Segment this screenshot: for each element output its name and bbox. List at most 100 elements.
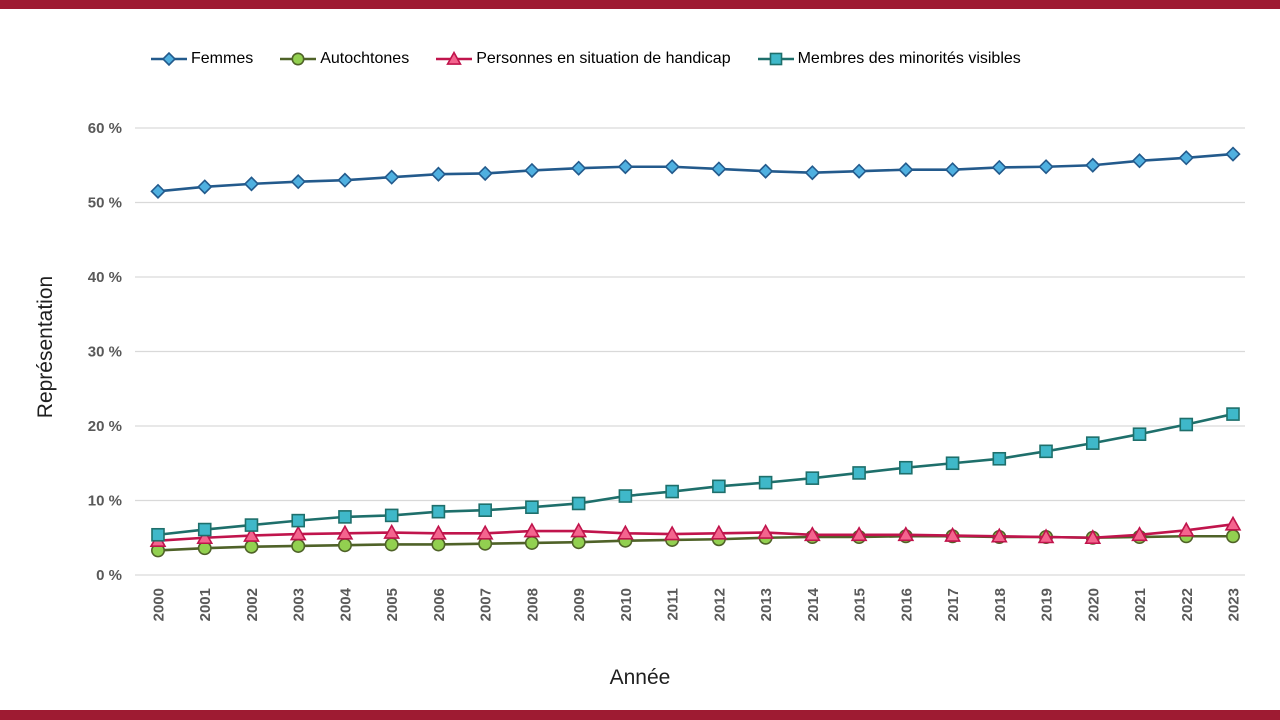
triangle-marker-icon xyxy=(1037,528,1055,544)
square-marker-icon xyxy=(478,503,492,517)
triangle-marker-icon xyxy=(1131,526,1148,542)
x-tick-label: 2014 xyxy=(805,587,822,621)
square-marker-icon xyxy=(712,479,726,494)
chart-legend: Femmes Autochtones Personnes en situation … xyxy=(150,50,1021,68)
y-tick-label: 30 % xyxy=(88,344,122,361)
diamond-marker-icon xyxy=(1131,153,1148,169)
triangle-marker-icon xyxy=(617,524,634,540)
square-marker-icon xyxy=(291,513,306,528)
x-tick-label: 2008 xyxy=(524,588,541,621)
diamond-marker-icon xyxy=(1038,159,1054,175)
triangle-marker-icon xyxy=(289,525,307,541)
triangle-marker-icon xyxy=(196,529,214,545)
circle-marker-icon xyxy=(280,52,317,66)
diamond-marker-icon xyxy=(898,162,914,178)
triangle-marker-icon xyxy=(1177,521,1195,537)
y-tick-label: 20 % xyxy=(88,418,122,435)
square-marker-icon xyxy=(197,522,212,537)
diamond-marker-icon xyxy=(337,172,353,188)
triangle-marker-icon xyxy=(990,527,1008,543)
diamond-marker-icon xyxy=(477,165,493,182)
square-marker-icon xyxy=(1085,436,1100,450)
x-tick-label: 2015 xyxy=(852,588,869,621)
triangle-marker-icon xyxy=(436,51,473,65)
circle-marker-icon xyxy=(524,535,539,550)
triangle-marker-icon xyxy=(476,524,494,540)
square-marker-icon xyxy=(758,475,773,490)
y-axis-title: Représentation xyxy=(34,275,57,419)
x-tick-label: 2006 xyxy=(431,588,448,621)
circle-marker-icon xyxy=(291,538,306,553)
x-tick-label: 2005 xyxy=(384,588,401,621)
triangle-marker-icon xyxy=(1224,515,1242,531)
diamond-marker-icon xyxy=(197,179,213,195)
square-marker-icon xyxy=(618,489,633,503)
square-marker-icon xyxy=(431,504,446,519)
x-tick-label: 2000 xyxy=(151,588,168,621)
top-border-bar xyxy=(0,0,1280,9)
triangle-marker-icon xyxy=(803,526,821,542)
diamond-marker-icon xyxy=(664,159,680,175)
legend-label: Autochtones xyxy=(320,50,410,67)
x-tick-label: 2020 xyxy=(1085,588,1102,621)
triangle-marker-icon xyxy=(336,524,354,540)
diamond-marker-icon xyxy=(161,51,177,67)
diamond-marker-icon xyxy=(991,159,1007,176)
square-marker-icon xyxy=(899,460,913,475)
square-marker-icon xyxy=(992,451,1007,466)
triangle-marker-icon xyxy=(757,523,774,539)
legend-item-autochtones: Autochtones xyxy=(279,50,409,68)
circle-marker-icon xyxy=(571,535,586,550)
diamond-marker-icon xyxy=(150,183,166,199)
triangle-marker-icon xyxy=(570,522,588,538)
diamond-marker-icon xyxy=(617,159,634,175)
diamond-marker-icon xyxy=(1178,150,1194,166)
x-tick-label: 2010 xyxy=(618,588,635,621)
x-tick-label: 2001 xyxy=(197,588,214,621)
triangle-marker-icon xyxy=(383,523,401,539)
circle-marker-icon xyxy=(431,537,446,552)
triangle-marker-icon xyxy=(446,51,462,65)
square-marker-icon xyxy=(805,471,820,485)
triangle-marker-icon xyxy=(523,522,541,538)
triangle-marker-icon xyxy=(897,526,915,542)
y-tick-label: 40 % xyxy=(88,269,122,286)
square-marker-icon xyxy=(665,484,679,499)
x-tick-label: 2018 xyxy=(992,588,1009,621)
diamond-marker-icon xyxy=(571,160,587,176)
circle-marker-icon xyxy=(337,538,352,553)
diamond-marker-icon xyxy=(430,166,447,182)
legend-label: Personnes en situation de handicap xyxy=(476,50,731,67)
legend-label: Femmes xyxy=(191,50,254,67)
diamond-marker-icon xyxy=(243,176,260,192)
x-tick-label: 2019 xyxy=(1039,588,1056,621)
square-marker-icon xyxy=(1226,407,1240,421)
legend-item-personnes-en-situation-de-handicap: Personnes en situation de handicap xyxy=(435,50,731,68)
diamond-marker-icon xyxy=(384,169,400,185)
triangle-marker-icon xyxy=(944,526,961,542)
legend-item-membres-des-minorites-visibles: Membres des minorités visibles xyxy=(757,50,1021,68)
diamond-marker-icon xyxy=(757,163,774,179)
triangle-marker-icon xyxy=(850,526,868,542)
diamond-marker-icon xyxy=(1225,146,1241,162)
circle-marker-icon xyxy=(291,52,305,66)
square-marker-icon xyxy=(1132,427,1147,441)
diamond-marker-icon xyxy=(804,165,820,181)
x-tick-label: 2002 xyxy=(244,588,261,621)
x-tick-label: 2017 xyxy=(945,588,962,621)
square-marker-icon xyxy=(571,496,586,511)
diamond-marker-icon xyxy=(711,161,727,177)
legend-item-femmes: Femmes xyxy=(150,50,253,68)
diamond-marker-icon xyxy=(524,162,540,179)
y-tick-label: 10 % xyxy=(88,493,122,510)
x-tick-label: 2009 xyxy=(571,588,588,621)
x-tick-label: 2012 xyxy=(711,588,728,621)
x-tick-label: 2004 xyxy=(337,587,354,621)
x-tick-label: 2022 xyxy=(1179,588,1196,621)
x-tick-label: 2016 xyxy=(898,588,915,621)
square-marker-icon xyxy=(769,52,782,66)
square-marker-icon xyxy=(384,508,399,523)
triangle-marker-icon xyxy=(1084,529,1102,545)
